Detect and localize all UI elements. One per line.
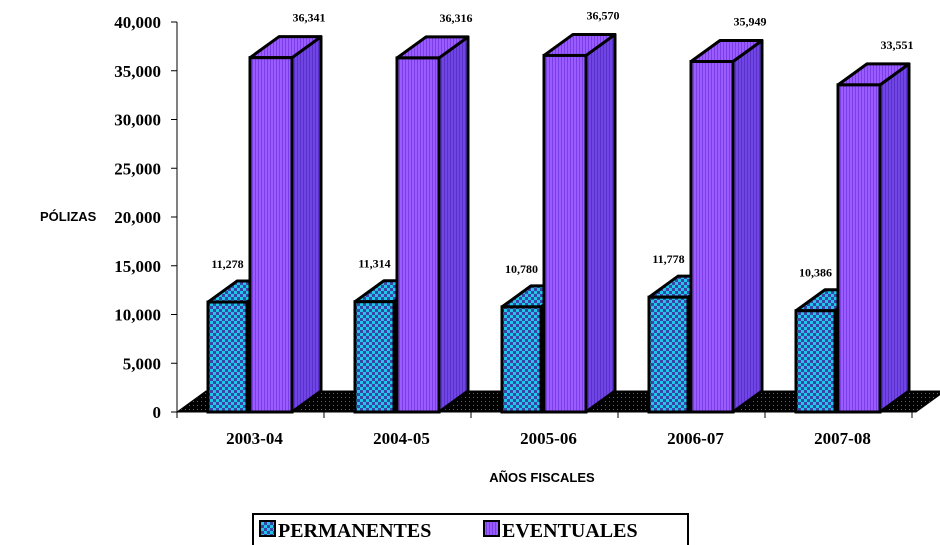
y-tick-label: 5,000 bbox=[123, 354, 161, 373]
legend-label-eventuales: EVENTUALES bbox=[502, 520, 638, 542]
y-tick-label: 20,000 bbox=[114, 208, 161, 227]
x-tick-label: 2006-07 bbox=[667, 429, 724, 448]
bar-permanentes-front bbox=[647, 295, 690, 414]
bar-eventuales bbox=[689, 38, 764, 414]
data-label-eventuales: 35,949 bbox=[734, 14, 767, 28]
legend-box bbox=[252, 513, 689, 545]
bar-permanentes-front bbox=[500, 305, 543, 414]
data-label-permanentes: 10,386 bbox=[799, 266, 832, 280]
y-tick-label: 40,000 bbox=[114, 13, 161, 32]
x-axis-title: AÑOS FISCALES bbox=[489, 470, 595, 485]
legend-swatch-eventuales bbox=[483, 520, 500, 537]
y-axis-title: PÓLIZAS bbox=[40, 209, 97, 224]
data-label-permanentes: 10,780 bbox=[505, 262, 538, 276]
bar-eventuales-side bbox=[437, 35, 470, 414]
bar-eventuales-front bbox=[542, 53, 588, 414]
y-tick-label: 30,000 bbox=[114, 111, 161, 130]
data-label-eventuales: 36,341 bbox=[293, 11, 326, 25]
bar-eventuales-front bbox=[248, 56, 294, 414]
bar-eventuales-front bbox=[395, 56, 441, 414]
y-tick-label: 10,000 bbox=[114, 306, 161, 325]
bar-eventuales-side bbox=[584, 32, 617, 414]
bar-permanentes-front bbox=[353, 300, 396, 414]
x-tick-label: 2005-06 bbox=[520, 429, 577, 448]
x-tick-label: 2003-04 bbox=[226, 429, 283, 448]
x-tick-label: 2004-05 bbox=[373, 429, 430, 448]
legend-label-permanentes: PERMANENTES bbox=[278, 520, 431, 542]
y-tick-label: 0 bbox=[153, 403, 162, 422]
data-label-permanentes: 11,778 bbox=[652, 252, 684, 266]
y-tick-label: 25,000 bbox=[114, 159, 161, 178]
bar-eventuales bbox=[248, 35, 323, 414]
bar-eventuales-side bbox=[731, 38, 764, 414]
x-tick-label: 2007-08 bbox=[814, 429, 871, 448]
bar-permanentes-front bbox=[206, 300, 249, 414]
y-tick-label: 35,000 bbox=[114, 62, 161, 81]
data-label-eventuales: 36,316 bbox=[440, 11, 473, 25]
bar-eventuales bbox=[542, 32, 617, 414]
bar-eventuales-front bbox=[836, 83, 882, 414]
data-label-eventuales: 33,551 bbox=[881, 38, 914, 52]
bar-eventuales bbox=[395, 35, 470, 414]
legend-swatch-permanentes bbox=[259, 520, 276, 537]
bar-eventuales-side bbox=[290, 35, 323, 414]
data-label-eventuales: 36,570 bbox=[587, 8, 620, 22]
data-label-permanentes: 11,278 bbox=[211, 257, 243, 271]
bar-eventuales-front bbox=[689, 59, 735, 414]
bar-eventuales bbox=[836, 62, 911, 414]
legend: PERMANENTES EVENTUALES bbox=[252, 513, 689, 545]
data-label-permanentes: 11,314 bbox=[358, 257, 390, 271]
bar-eventuales-side bbox=[878, 62, 911, 414]
bar-permanentes-front bbox=[794, 309, 837, 414]
y-tick-label: 15,000 bbox=[114, 257, 161, 276]
